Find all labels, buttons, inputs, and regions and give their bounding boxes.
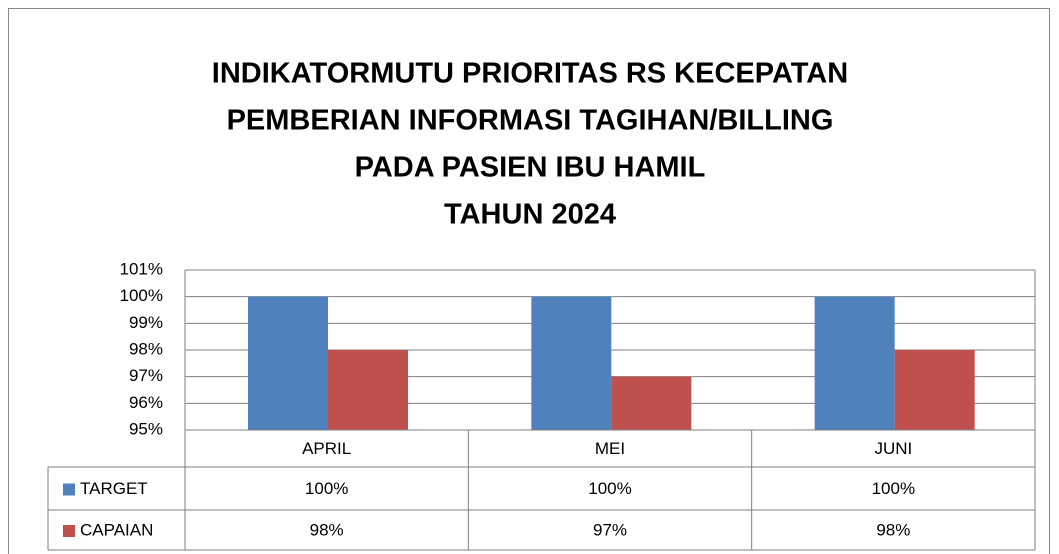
bar <box>328 350 408 430</box>
table-value: 100% <box>305 479 348 498</box>
bar <box>531 296 612 430</box>
x-tick-label: APRIL <box>302 439 351 458</box>
y-tick-label: 97% <box>129 366 163 385</box>
table-value: 100% <box>588 479 631 498</box>
chart-title: PEMBERIAN INFORMASI TAGIHAN/BILLING <box>227 105 834 137</box>
legend-label: CAPAIAN <box>80 520 153 539</box>
bar <box>894 350 975 430</box>
legend-swatch <box>63 483 75 496</box>
legend-swatch <box>63 525 75 537</box>
table-value: 98% <box>310 520 344 539</box>
x-tick-label: JUNI <box>874 439 912 458</box>
y-tick-label: 100% <box>120 286 163 305</box>
bar <box>611 376 692 430</box>
y-tick-label: 95% <box>129 419 163 438</box>
y-tick-label: 98% <box>129 339 163 358</box>
chart-title: INDIKATORMUTU PRIORITAS RS KECEPATAN <box>212 58 848 90</box>
chart-title: TAHUN 2024 <box>444 199 616 231</box>
x-tick-label: MEI <box>595 439 625 458</box>
legend-label: TARGET <box>80 479 148 498</box>
table-value: 100% <box>872 479 915 498</box>
chart-frame <box>8 8 1050 554</box>
chart-title: PADA PASIEN IBU HAMIL <box>355 152 706 184</box>
y-tick-label: 101% <box>120 259 163 278</box>
y-tick-label: 99% <box>129 313 163 332</box>
bar <box>248 296 328 430</box>
y-tick-label: 96% <box>129 393 163 412</box>
table-value: 97% <box>593 520 627 539</box>
table-value: 98% <box>876 520 910 539</box>
bar <box>814 296 895 430</box>
